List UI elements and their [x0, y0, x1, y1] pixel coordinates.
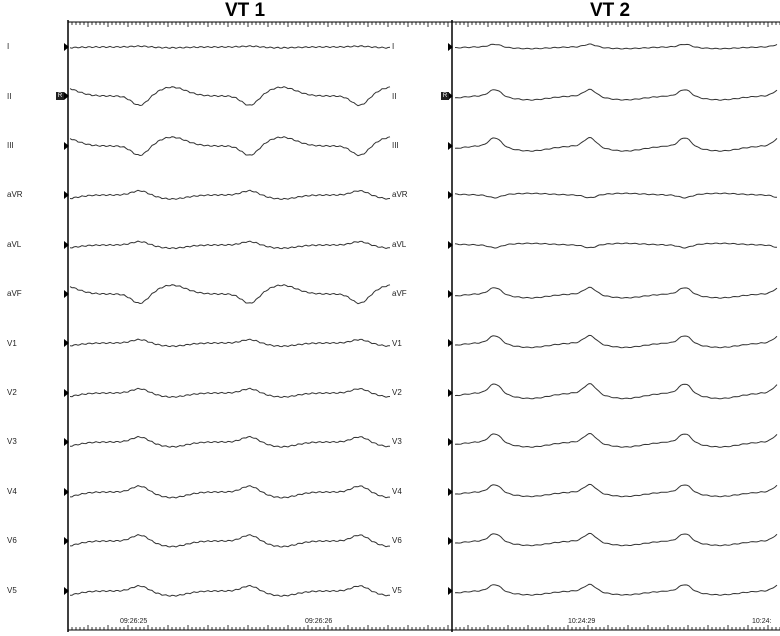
lead-marker-arrow [64, 537, 69, 545]
ecg-trace-vt1 [69, 284, 391, 305]
lead-marker-arrow [448, 142, 453, 150]
lead-marker-arrow [448, 587, 453, 595]
timestamp: 10:24: [752, 618, 772, 625]
lead-label-left: V2 [7, 388, 17, 397]
lead-marker-arrow [448, 537, 453, 545]
lead-marker-arrow [448, 191, 453, 199]
lead-label-mid: V6 [392, 536, 402, 545]
lead-label-mid: II [392, 92, 397, 101]
lead-label-mid: aVL [392, 240, 407, 249]
lead-label-mid: V4 [392, 487, 402, 496]
timestamp: 09:26:26 [305, 618, 333, 625]
reference-marker-badge: R [441, 92, 449, 100]
lead-label-left: aVR [7, 190, 23, 199]
ecg-trace-vt2 [454, 334, 778, 349]
ecg-trace-vt2 [454, 43, 778, 50]
lead-label-left: V5 [7, 586, 17, 595]
ecg-trace-vt2 [454, 432, 778, 448]
lead-marker-arrow [64, 191, 69, 199]
ecg-trace-vt1 [69, 240, 391, 250]
ecg-trace-vt1 [69, 584, 390, 597]
lead-label-left: I [7, 42, 10, 51]
lead-label-mid: V3 [392, 437, 402, 446]
lead-label-mid: V2 [392, 388, 402, 397]
lead-label-left: V3 [7, 437, 17, 446]
lead-marker-arrow [64, 92, 69, 100]
lead-marker-arrow [64, 587, 69, 595]
lead-label-mid: aVR [392, 190, 408, 199]
lead-marker-arrow [64, 389, 69, 397]
lead-marker-arrow [448, 241, 453, 249]
lead-label-left: III [7, 141, 14, 150]
lead-marker-arrow [64, 438, 69, 446]
lead-marker-arrow [448, 438, 453, 446]
ecg-trace-vt2 [454, 88, 778, 101]
lead-label-left: II [7, 92, 12, 101]
lead-label-mid: V1 [392, 339, 402, 348]
lead-label-left: aVL [7, 240, 22, 249]
lead-marker-arrow [448, 92, 453, 100]
ecg-trace-vt2 [454, 242, 777, 249]
ecg-trace-vt1 [69, 45, 391, 49]
ecg-trace-vt1 [69, 338, 391, 348]
lead-marker-arrow [448, 389, 453, 397]
lead-marker-arrow [64, 488, 69, 496]
ecg-trace-vt1 [69, 435, 390, 448]
panel-title-vt2: VT 2 [589, 0, 631, 21]
lead-label-mid: III [392, 141, 399, 150]
ecg-trace-vt1 [69, 189, 391, 200]
lead-label-left: V6 [7, 536, 17, 545]
ecg-trace-vt2 [454, 192, 777, 199]
lead-marker-arrow [448, 290, 453, 298]
lead-label-mid: I [392, 42, 395, 51]
ecg-trace-vt1 [69, 136, 391, 157]
lead-marker-arrow [64, 142, 69, 150]
ecg-trace-vt2 [454, 286, 778, 299]
lead-marker-arrow [448, 43, 453, 51]
ecg-trace-vt1 [70, 534, 390, 548]
ecg-trace-vt1 [70, 485, 390, 499]
lead-marker-arrow [64, 43, 69, 51]
lead-label-left: aVF [7, 289, 22, 298]
ecg-trace-vt2 [454, 483, 778, 498]
timestamp: 09:26:25 [120, 618, 148, 625]
ecg-trace-vt2 [454, 583, 778, 596]
timestamp: 10:24:29 [568, 618, 596, 625]
ecg-trace-vt2 [454, 532, 778, 547]
ecg-trace-vt2 [454, 383, 778, 400]
lead-marker-arrow [64, 241, 69, 249]
lead-label-left: V4 [7, 487, 17, 496]
lead-label-mid: V5 [392, 586, 402, 595]
lead-marker-arrow [64, 290, 69, 298]
reference-marker-badge: R [56, 92, 64, 100]
lead-marker-arrow [448, 488, 453, 496]
lead-marker-arrow [64, 339, 69, 347]
lead-marker-arrow [448, 339, 453, 347]
ecg-trace-vt1 [69, 86, 391, 107]
lead-label-mid: aVF [392, 289, 407, 298]
lead-label-left: V1 [7, 339, 17, 348]
ecg-trace-vt2 [454, 136, 778, 152]
ecg-trace-vt1 [69, 387, 391, 398]
panel-title-vt1: VT 1 [224, 0, 266, 21]
